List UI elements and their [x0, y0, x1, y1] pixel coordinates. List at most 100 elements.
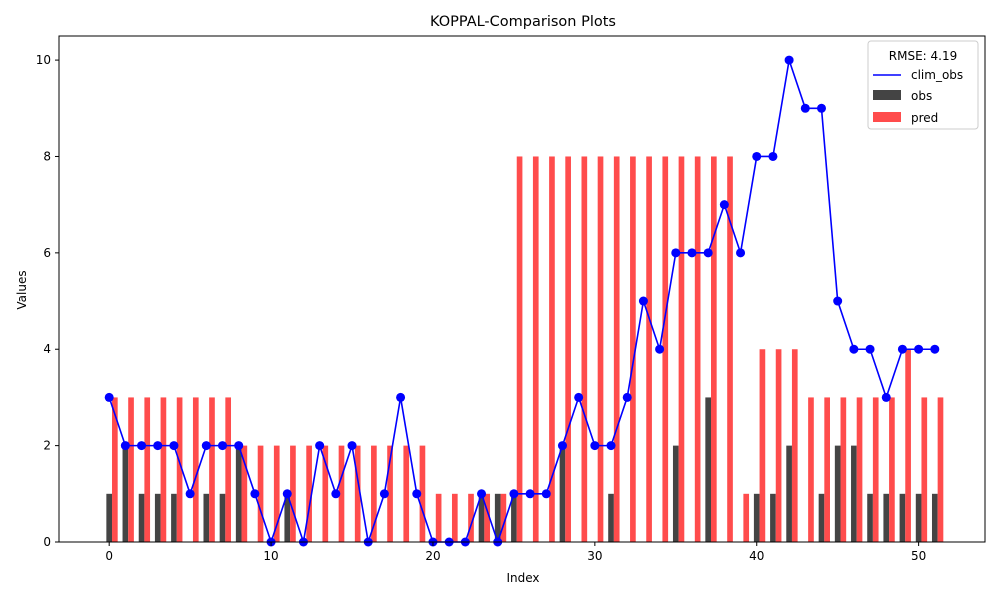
- pred-bar: [484, 493, 491, 542]
- obs-bar: [705, 397, 712, 542]
- pred-bar: [630, 156, 636, 542]
- plot-frame: [58, 35, 986, 543]
- clim-obs-point: [169, 441, 179, 451]
- clim-obs-point: [881, 392, 891, 402]
- obs-bar: [867, 493, 873, 542]
- clim-obs-point: [574, 392, 584, 402]
- pred-bar: [500, 493, 507, 542]
- pred-bar: [678, 156, 685, 542]
- pred-bar: [613, 156, 620, 542]
- obs-bar: [931, 493, 938, 542]
- pred-bar: [549, 156, 555, 542]
- clim-obs-point: [687, 248, 697, 258]
- chart-title: KOPPAL-Comparison Plots: [430, 14, 616, 30]
- pred-bars: [112, 156, 944, 542]
- clim-obs-point: [800, 103, 810, 113]
- obs-bar: [106, 493, 113, 542]
- obs-bar: [154, 493, 161, 542]
- clim-obs-point: [768, 151, 778, 161]
- pred-bar: [273, 445, 280, 542]
- legend-entry-pred: pred: [911, 111, 938, 125]
- obs-bar: [138, 493, 145, 542]
- clim-obs-point: [816, 103, 826, 113]
- obs-bars: [106, 397, 938, 542]
- obs-bar: [899, 493, 906, 542]
- pred-bar: [921, 397, 928, 542]
- clim-obs-point: [234, 441, 244, 451]
- pred-bar: [808, 397, 814, 542]
- clim-obs-line: [108, 59, 935, 545]
- y-tick-label: 2: [43, 439, 51, 453]
- y-axis: 0 2 4 6 8 10: [36, 53, 59, 549]
- pred-bar: [743, 493, 750, 542]
- pred-bar: [387, 445, 393, 542]
- pred-bar: [209, 397, 215, 542]
- obs-bar: [834, 445, 841, 542]
- clim-obs-point: [347, 441, 357, 451]
- obs-bar: [883, 493, 890, 542]
- clim-obs-point: [638, 296, 648, 306]
- clim-obs-point: [153, 441, 163, 451]
- legend-entry-obs: obs: [911, 89, 932, 103]
- clim-obs-point: [315, 441, 325, 451]
- x-tick-label: 20: [425, 549, 440, 563]
- obs-bar: [235, 445, 242, 542]
- clim-obs-point: [784, 55, 794, 65]
- clim-obs-point: [557, 441, 567, 451]
- clim-obs-point: [218, 441, 228, 451]
- pred-bar: [694, 156, 701, 542]
- x-tick-label: 40: [749, 549, 764, 563]
- obs-bar: [915, 493, 922, 542]
- pred-bar: [856, 397, 863, 542]
- clim-obs-point: [250, 489, 260, 499]
- pred-bar: [112, 397, 118, 542]
- pred-bar: [840, 397, 847, 542]
- pred-bar: [581, 156, 588, 542]
- pred-bar: [225, 397, 232, 542]
- clim-obs-point: [655, 344, 665, 354]
- legend-pred-swatch: [873, 112, 901, 122]
- pred-bar: [290, 445, 296, 542]
- x-tick-label: 30: [587, 549, 602, 563]
- pred-bar: [451, 493, 458, 542]
- clim-obs-point: [120, 441, 130, 451]
- legend-title: RMSE: 4.19: [889, 49, 957, 63]
- pred-bar: [322, 445, 329, 542]
- clim-obs-point: [622, 392, 632, 402]
- pred-bar: [354, 445, 361, 542]
- obs-bar: [284, 493, 291, 542]
- y-tick-label: 6: [43, 246, 51, 260]
- obs-bar: [770, 493, 776, 542]
- clim-obs-point: [509, 489, 519, 499]
- obs-bar: [672, 445, 679, 542]
- pred-bar: [872, 397, 879, 542]
- pred-bar: [160, 397, 167, 542]
- pred-bar: [192, 397, 199, 542]
- clim-obs-point: [752, 151, 762, 161]
- pred-bar: [371, 445, 377, 542]
- clim-obs-point: [412, 489, 422, 499]
- clim-obs-point: [590, 441, 600, 451]
- x-tick-label: 0: [105, 549, 113, 563]
- obs-bar: [753, 493, 760, 542]
- pred-bar: [435, 493, 442, 542]
- clim-obs-point: [849, 344, 859, 354]
- pred-bar: [937, 397, 944, 542]
- obs-bar: [511, 493, 517, 542]
- pred-bar: [241, 445, 248, 542]
- obs-bar: [122, 445, 129, 542]
- pred-bar: [775, 349, 782, 542]
- clim-obs-point: [379, 489, 389, 499]
- obs-bar: [818, 493, 825, 542]
- clim-obs-point: [897, 344, 907, 354]
- clim-obs-point: [477, 489, 487, 499]
- clim-obs-point: [104, 392, 114, 402]
- clim-obs-point: [185, 489, 195, 499]
- legend-box: [867, 40, 979, 130]
- pred-bar: [905, 349, 911, 542]
- pred-bar: [468, 493, 474, 542]
- legend-obs-swatch: [873, 90, 901, 100]
- obs-bar: [786, 445, 792, 542]
- pred-bar: [889, 397, 895, 542]
